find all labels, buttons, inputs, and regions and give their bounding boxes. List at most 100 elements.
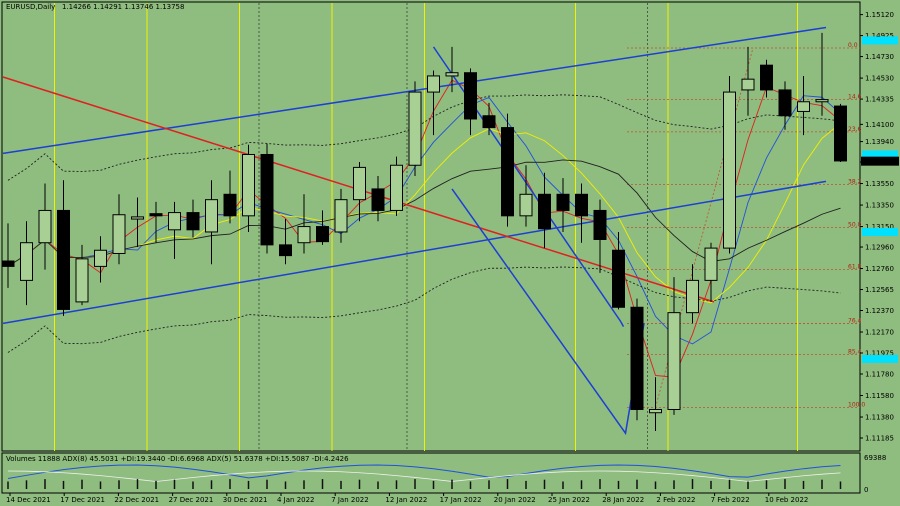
ma-blue-line xyxy=(7,95,841,345)
candle-body xyxy=(427,75,440,93)
y-tick-label: 1.13150 xyxy=(865,223,894,231)
y-tick-label: 1.12565 xyxy=(865,286,894,294)
y-tick-label: 1.14530 xyxy=(865,75,894,83)
candle-body xyxy=(408,91,422,166)
candle-body xyxy=(464,72,477,120)
y-tick-label: 1.15120 xyxy=(865,11,894,19)
x-tick-label: 10 Feb 2022 xyxy=(765,496,809,504)
fibo-level-label: 50.0 xyxy=(848,222,862,229)
y-tick-label: 1.12760 xyxy=(865,265,894,273)
candle-body xyxy=(279,244,292,257)
y-tick-label: 1.14925 xyxy=(865,32,894,40)
current-price-tag xyxy=(861,156,899,166)
price-marker-tag xyxy=(862,150,898,159)
volume-panel-frame xyxy=(1,452,861,494)
x-tick-label: 17 Jan 2022 xyxy=(440,496,482,504)
adx-main-line xyxy=(7,464,841,479)
candle-body xyxy=(482,115,496,129)
fibo-level-label: 85.4 xyxy=(848,349,862,356)
candle-body xyxy=(667,312,681,410)
candle-body xyxy=(686,279,699,314)
y-tick-label: 1.14100 xyxy=(865,121,894,129)
y-tick-label: 1.12370 xyxy=(865,307,894,315)
fibo-level-label: 76.4 xyxy=(848,317,862,324)
x-tick-label: 27 Dec 2021 xyxy=(169,496,214,504)
fibo-level-label: 100.0 xyxy=(848,401,865,408)
wedge-upper-line xyxy=(432,46,625,328)
x-tick-label: 4 Jan 2022 xyxy=(277,496,315,504)
y-tick-label: 1.14730 xyxy=(865,53,894,61)
candle-body xyxy=(260,153,274,246)
candle-body xyxy=(223,193,237,217)
current-price-label: 1.13758 xyxy=(864,158,893,166)
candle-body xyxy=(630,306,644,410)
candle-body xyxy=(371,188,385,211)
volume-scale-top: 69388 xyxy=(864,454,886,462)
volume-scale-bottom: 0 xyxy=(864,486,868,494)
fibo-level-label: 38.2 xyxy=(848,179,862,186)
candle-body xyxy=(316,226,329,243)
y-tick-label: 1.13350 xyxy=(865,202,894,210)
candle-body xyxy=(612,249,625,308)
candle-body xyxy=(168,212,181,231)
y-tick-label: 1.11185 xyxy=(865,435,894,443)
x-tick-label: 28 Jan 2022 xyxy=(602,496,644,504)
x-tick-label: 14 Dec 2021 xyxy=(6,496,51,504)
x-tick-label: 20 Jan 2022 xyxy=(494,496,536,504)
candle-body xyxy=(149,213,163,217)
y-tick-label: 1.11975 xyxy=(865,350,894,358)
x-tick-label: 12 Jan 2022 xyxy=(385,496,427,504)
candle-body xyxy=(94,249,107,267)
candle-body xyxy=(131,216,144,220)
y-tick-label: 1.12170 xyxy=(865,329,894,337)
price-marker-tag xyxy=(862,354,898,363)
price-marker-tag xyxy=(862,36,898,45)
x-tick-label: 7 Jan 2022 xyxy=(331,496,369,504)
fibo-level-label: 61.8 xyxy=(848,264,862,271)
y-tick-label: 1.13940 xyxy=(865,138,894,146)
y-tick-label: 1.11380 xyxy=(865,414,894,422)
ohlc-label: 1.14266 1.14291 1.13746 1.13758 xyxy=(62,3,184,11)
candle-body xyxy=(75,258,89,303)
candle-body xyxy=(778,89,792,117)
candle-body xyxy=(112,214,126,254)
x-tick-label: 30 Dec 2021 xyxy=(223,496,268,504)
fibo-level-label: 14.6 xyxy=(848,94,862,101)
candle-body xyxy=(649,408,662,414)
fibo-level-label: 23.6 xyxy=(848,126,862,133)
candle-body xyxy=(501,127,514,217)
candle-body xyxy=(353,166,366,201)
candle-body xyxy=(593,209,607,240)
candle-body xyxy=(297,226,311,244)
x-tick-label: 17 Dec 2021 xyxy=(60,496,105,504)
candle-body xyxy=(38,209,52,244)
candle-body xyxy=(797,101,810,112)
y-tick-label: 1.13550 xyxy=(865,180,894,188)
candle-body xyxy=(815,99,829,103)
volume-indicator-label: Volumes 11888 ADX(8) 45.5031 +DI:19.3440… xyxy=(6,455,349,463)
candle-body xyxy=(575,193,588,217)
candle-body xyxy=(519,193,533,217)
candle-body xyxy=(57,209,70,310)
candle-body xyxy=(723,91,736,249)
candle-body xyxy=(1,260,15,267)
channel-lower-line xyxy=(2,180,827,325)
y-tick-label: 1.11580 xyxy=(865,392,894,400)
candle-body xyxy=(242,153,255,217)
x-tick-label: 22 Dec 2021 xyxy=(114,496,159,504)
x-tick-label: 7 Feb 2022 xyxy=(711,496,750,504)
symbol-label: EURUSD,Daily xyxy=(6,3,55,11)
candle-body xyxy=(741,78,755,91)
y-tick-label: 1.11780 xyxy=(865,370,894,378)
candle-body xyxy=(704,247,718,281)
x-tick-label: 2 Feb 2022 xyxy=(656,496,695,504)
candle-body xyxy=(538,193,551,230)
y-tick-label: 1.14335 xyxy=(865,96,894,104)
candle-body xyxy=(834,105,847,162)
fibo-level-label: 0.0 xyxy=(848,42,858,49)
candle-body xyxy=(20,242,33,281)
candle-body xyxy=(205,199,218,233)
ma-yellow-line xyxy=(7,123,841,304)
